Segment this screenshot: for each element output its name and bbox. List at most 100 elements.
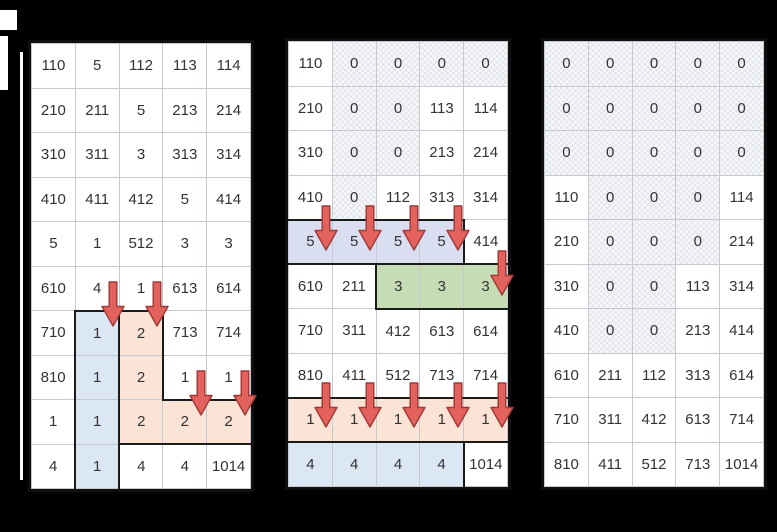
grid-cell: 1 [288, 396, 333, 443]
grid-cell: 2 [118, 399, 164, 445]
grid-cell: 412 [631, 397, 677, 443]
grid-cell: 4 [331, 441, 377, 487]
grid-cell: 5 [31, 221, 76, 267]
grid-cell: 113 [675, 263, 721, 309]
grid-cell: 0 [375, 85, 421, 131]
grid-cell: 114 [719, 174, 764, 220]
grid-cell: 112 [375, 174, 421, 220]
grid-cell: 0 [544, 130, 589, 176]
grid-cell: 0 [631, 85, 677, 131]
grid-cell: 0 [675, 130, 721, 176]
grid-cell: 4 [162, 443, 208, 489]
grid-cell: 412 [375, 308, 421, 354]
grid-cell: 613 [675, 397, 721, 443]
grid-cell: 0 [463, 41, 508, 87]
grid-cell: 1 [74, 221, 120, 267]
grid-cell: 411 [74, 176, 120, 222]
window-remnant-square [0, 10, 17, 30]
grid-cell: 210 [31, 87, 76, 133]
grid-cell: 0 [719, 130, 764, 176]
grid-cell: 614 [463, 308, 508, 354]
grid-cell: 211 [74, 87, 120, 133]
grid-cell: 412 [118, 176, 164, 222]
grid-cell: 713 [419, 352, 465, 398]
grid-cell: 0 [719, 85, 764, 131]
grid-cell: 311 [74, 132, 120, 178]
grid-cell: 0 [375, 41, 421, 87]
grid-cell: 213 [162, 87, 208, 133]
grid-cell: 114 [206, 43, 251, 89]
grid-cell: 810 [288, 352, 333, 398]
grid-cell: 3 [162, 221, 208, 267]
grid-cell: 0 [331, 130, 377, 176]
window-remnant-strip [0, 36, 8, 90]
grid-cell: 4 [74, 265, 120, 311]
grid-cell: 410 [544, 308, 589, 354]
grid-cell: 613 [419, 308, 465, 354]
grid-cell: 1 [206, 354, 251, 400]
grid-cell: 1014 [463, 441, 508, 487]
grid-cell: 313 [675, 352, 721, 398]
grid-cell: 0 [631, 308, 677, 354]
grid-cell: 211 [331, 263, 377, 309]
grid-cell: 1014 [719, 441, 764, 487]
grid-cell: 210 [288, 85, 333, 131]
grid-cell: 3 [375, 263, 421, 310]
grid-cell: 213 [675, 308, 721, 354]
grid-cell: 610 [288, 263, 333, 309]
matrix-grid-1: 110 5 112 113 114 210 211 5 213 214 310 311 3 313 314 4… [28, 40, 254, 492]
grid-cell: 310 [31, 132, 76, 178]
grid-cell: 5 [375, 218, 421, 265]
grid-cell: 311 [331, 308, 377, 354]
grid-cell: 310 [544, 263, 589, 309]
grid-cell: 0 [587, 263, 633, 309]
grid-cell: 313 [419, 174, 465, 220]
grid-cell: 1 [331, 396, 377, 443]
grid-cell: 410 [31, 176, 76, 222]
grid-cell: 3 [463, 263, 508, 310]
grid-cell: 5 [162, 176, 208, 222]
grid-cell: 512 [631, 441, 677, 487]
grid-cell: 110 [31, 43, 76, 89]
grid-cell: 0 [587, 85, 633, 131]
grid-cell: 411 [331, 352, 377, 398]
grid-cell: 112 [631, 352, 677, 398]
grid-cell: 0 [587, 130, 633, 176]
grid-cell: 4 [419, 441, 465, 487]
grid-cell: 113 [419, 85, 465, 131]
matrix-table-2: 110 0 0 0 0 210 0 0 113 114 310 0 0 213 214 410 0 112 313 3… [288, 41, 508, 487]
grid-cell: 211 [587, 352, 633, 398]
grid-cell: 213 [419, 130, 465, 176]
window-remnant-line [20, 52, 23, 480]
grid-cell: 0 [544, 85, 589, 131]
grid-cell: 710 [288, 308, 333, 354]
grid-cell: 110 [288, 41, 333, 87]
grid-cell: 0 [631, 41, 677, 87]
grid-cell: 5 [331, 218, 377, 265]
grid-cell: 314 [463, 174, 508, 220]
grid-cell: 0 [631, 219, 677, 265]
grid-cell: 2 [118, 309, 164, 356]
grid-cell: 5 [419, 218, 465, 265]
grid-cell: 2 [118, 354, 164, 400]
matrix-grid-2: 110 0 0 0 0 210 0 0 113 114 310 0 0 213 214 410 0 112 313 3… [285, 38, 511, 490]
matrix-table-1: 110 5 112 113 114 210 211 5 213 214 310 311 3 313 314 4… [31, 43, 251, 489]
grid-cell: 0 [331, 85, 377, 131]
grid-cell: 710 [544, 397, 589, 443]
grid-cell: 613 [162, 265, 208, 311]
grid-cell: 3 [118, 132, 164, 178]
grid-cell: 0 [587, 308, 633, 354]
grid-cell: 1 [118, 265, 164, 311]
grid-cell: 414 [719, 308, 764, 354]
grid-cell: 114 [463, 85, 508, 131]
grid-cell: 314 [719, 263, 764, 309]
grid-cell: 3 [419, 263, 465, 310]
grid-cell: 313 [162, 132, 208, 178]
grid-cell: 0 [419, 41, 465, 87]
grid-cell: 311 [587, 397, 633, 443]
grid-cell: 0 [675, 41, 721, 87]
grid-cell: 214 [719, 219, 764, 265]
grid-cell: 5 [288, 218, 333, 265]
grid-cell: 1 [419, 396, 465, 443]
